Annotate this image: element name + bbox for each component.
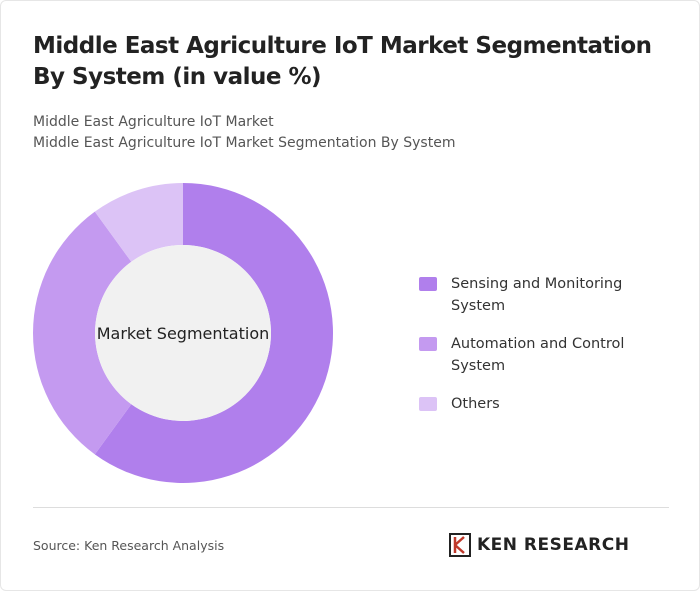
legend: Sensing and Monitoring System Automation … xyxy=(419,273,679,431)
legend-item: Automation and Control System xyxy=(419,333,679,377)
legend-swatch xyxy=(419,397,437,411)
donut-slice xyxy=(94,183,333,483)
logo: KEN RESEARCH xyxy=(449,533,629,557)
center-label: Market Segmentation xyxy=(97,324,270,343)
donut-hole xyxy=(95,245,271,421)
subtitle: Middle East Agriculture IoT Market xyxy=(33,114,274,130)
divider xyxy=(33,507,669,508)
legend-label: Sensing and Monitoring System xyxy=(451,276,623,314)
legend-label: Automation and Control System xyxy=(451,336,625,374)
donut-chart: Market Segmentation xyxy=(32,183,333,483)
donut-slice xyxy=(32,211,132,455)
legend-swatch xyxy=(419,277,437,291)
logo-icon xyxy=(449,533,471,557)
subtitle: Middle East Agriculture IoT Market Segme… xyxy=(33,135,456,151)
chart-title: Middle East Agriculture IoT Market Segme… xyxy=(33,33,652,90)
legend-swatch xyxy=(419,337,437,351)
legend-item: Others xyxy=(419,393,679,415)
source: Source: Ken Research Analysis xyxy=(33,538,225,553)
legend-label: Others xyxy=(451,396,500,412)
legend-item: Sensing and Monitoring System xyxy=(419,273,679,317)
logo-text: KEN RESEARCH xyxy=(477,535,630,555)
donut-slice xyxy=(94,183,183,262)
